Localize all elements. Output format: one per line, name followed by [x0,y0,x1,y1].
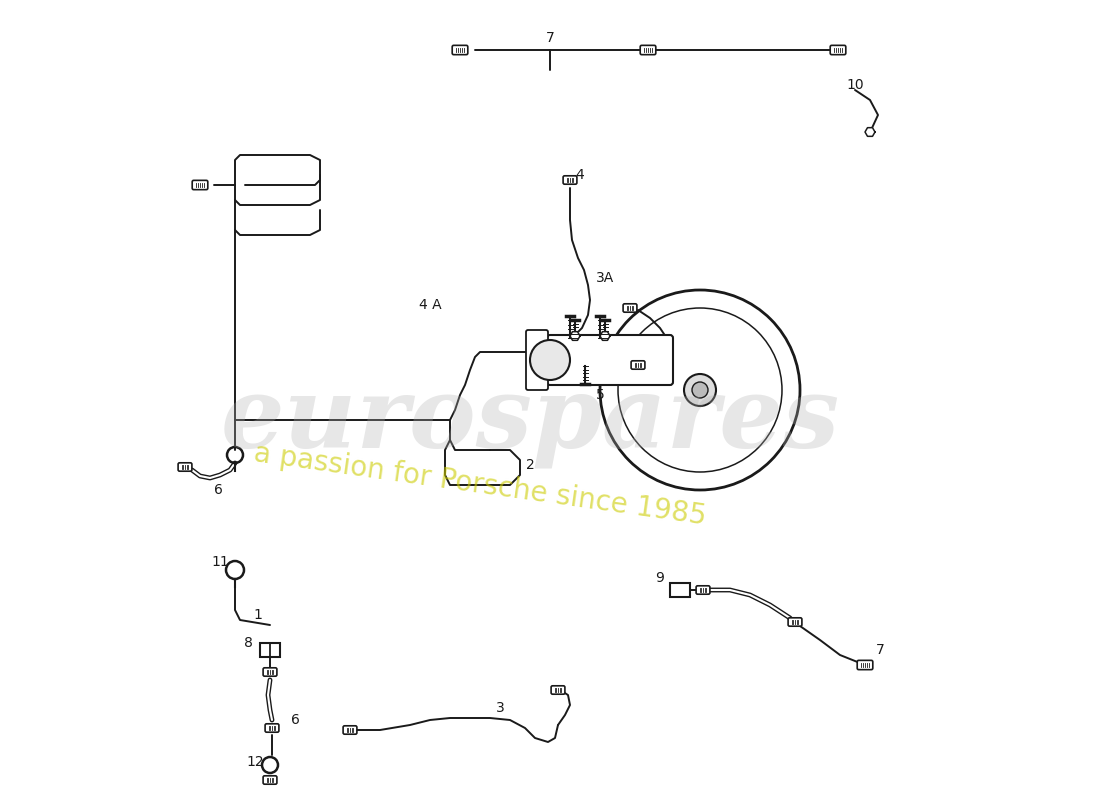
Polygon shape [600,332,610,340]
Text: 4: 4 [575,168,584,182]
FancyBboxPatch shape [623,304,637,312]
FancyBboxPatch shape [452,46,468,54]
Text: 6: 6 [290,713,299,727]
Bar [260,643,280,657]
FancyBboxPatch shape [526,330,548,390]
FancyBboxPatch shape [343,726,356,734]
Text: 3A: 3A [596,271,614,285]
Circle shape [530,340,570,380]
FancyBboxPatch shape [830,46,846,54]
FancyBboxPatch shape [263,776,277,784]
FancyBboxPatch shape [178,462,191,471]
Text: 5: 5 [565,358,574,372]
FancyBboxPatch shape [265,724,279,732]
Bar [670,583,690,597]
FancyBboxPatch shape [192,180,208,190]
Text: 8: 8 [243,636,252,650]
FancyBboxPatch shape [563,176,576,184]
Text: 7: 7 [876,643,884,657]
Text: eurospares: eurospares [220,372,839,468]
Polygon shape [570,332,580,340]
FancyBboxPatch shape [857,660,872,670]
Circle shape [684,374,716,406]
Text: 7: 7 [546,31,554,45]
FancyBboxPatch shape [631,361,645,370]
Polygon shape [865,128,874,136]
Text: 6: 6 [213,483,222,497]
Text: 12: 12 [246,755,264,769]
Text: 4 A: 4 A [419,298,441,312]
FancyBboxPatch shape [551,686,565,694]
Text: 11: 11 [211,555,229,569]
Text: 9: 9 [656,571,664,585]
Circle shape [692,382,708,398]
Text: a passion for Porsche since 1985: a passion for Porsche since 1985 [252,439,708,530]
Text: 10: 10 [846,78,864,92]
FancyBboxPatch shape [788,618,802,626]
FancyBboxPatch shape [263,668,277,676]
Text: 3: 3 [496,701,505,715]
Text: 2: 2 [526,458,535,472]
FancyBboxPatch shape [696,586,710,594]
Text: 5: 5 [595,388,604,402]
Text: 1: 1 [254,608,263,622]
FancyBboxPatch shape [640,46,656,54]
FancyBboxPatch shape [547,335,673,385]
